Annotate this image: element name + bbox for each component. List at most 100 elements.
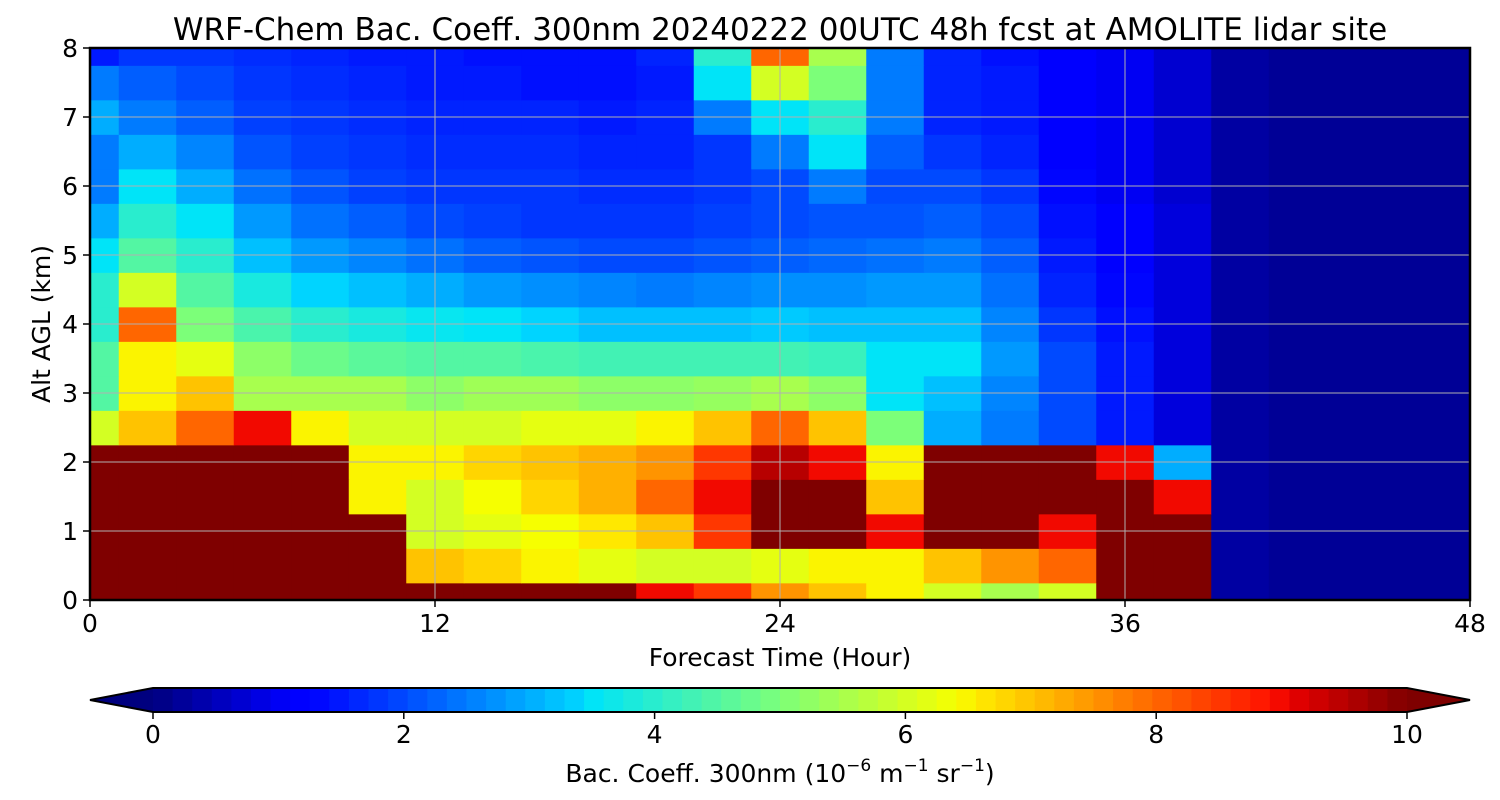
heatmap-cell xyxy=(866,65,925,101)
heatmap-cell xyxy=(233,134,292,170)
heatmap-cell xyxy=(90,203,120,239)
heatmap-cell xyxy=(1211,134,1270,170)
heatmap-cell xyxy=(233,48,292,66)
heatmap-cell xyxy=(1326,479,1385,515)
heatmap-cell xyxy=(176,479,235,515)
colorbar-swatch xyxy=(172,688,193,712)
chart-title: WRF-Chem Bac. Coeff. 300nm 20240222 00UT… xyxy=(173,12,1387,48)
heatmap-cell xyxy=(118,65,177,101)
heatmap-cell xyxy=(578,65,637,101)
colorbar-swatch xyxy=(623,688,644,712)
heatmap-cell xyxy=(1268,203,1327,239)
y-tick-label: 0 xyxy=(62,586,78,615)
heatmap-cell xyxy=(291,341,350,377)
heatmap-cell xyxy=(348,272,407,308)
colorbar-swatch xyxy=(1171,688,1193,712)
heatmap-cell xyxy=(1038,134,1097,170)
colorbar-swatch xyxy=(250,688,272,712)
heatmap-cell xyxy=(693,341,752,377)
heatmap-cell xyxy=(118,134,177,170)
heatmap-cell xyxy=(636,272,695,308)
heatmap-cell xyxy=(693,48,752,66)
x-tick-label: 24 xyxy=(764,609,796,638)
heatmap-cell xyxy=(866,582,925,600)
heatmap-cell xyxy=(233,272,292,308)
heatmap-cell xyxy=(693,548,752,584)
heatmap-cell xyxy=(1038,48,1097,66)
heatmap-cell xyxy=(291,479,350,515)
colorbar-swatch xyxy=(348,688,370,712)
colorbar-swatch xyxy=(877,688,899,712)
colorbar-swatch xyxy=(682,688,703,712)
heatmap-cell xyxy=(291,203,350,239)
heatmap-cell xyxy=(693,479,752,515)
colorbar-swatch xyxy=(1387,688,1408,712)
x-axis-label: Forecast Time (Hour) xyxy=(649,643,912,672)
colorbar-swatch xyxy=(1191,688,1212,712)
heatmap-cell xyxy=(1153,410,1212,446)
heatmap-cell xyxy=(693,203,752,239)
heatmap-cell xyxy=(1038,272,1097,308)
colorbar-swatch xyxy=(1230,688,1251,712)
heatmap-cell xyxy=(118,272,177,308)
heatmap-cell xyxy=(521,48,580,66)
heatmap-cell xyxy=(348,48,407,66)
colorbar-swatch xyxy=(1093,688,1114,712)
colorbar-label-prefix: Bac. Coeff. 300nm (10 xyxy=(565,759,846,788)
colorbar-swatch xyxy=(1348,688,1369,712)
colorbar-swatch xyxy=(525,688,546,712)
heatmap-cell xyxy=(1211,48,1270,66)
heatmap-cell xyxy=(866,479,925,515)
heatmap-cell xyxy=(1268,272,1327,308)
heatmap-cell xyxy=(348,341,407,377)
heatmap-cell xyxy=(233,65,292,101)
colorbar-swatch xyxy=(995,688,1016,712)
x-tick-label: 12 xyxy=(419,609,451,638)
colorbar-swatch xyxy=(584,688,605,712)
heatmap-cell xyxy=(981,272,1040,308)
heatmap-cell xyxy=(578,48,637,66)
heatmap-cell xyxy=(233,548,292,584)
heatmap-cell xyxy=(90,272,120,308)
heatmap-cell xyxy=(463,479,522,515)
heatmap-cell xyxy=(636,134,695,170)
colorbar-swatch xyxy=(1015,688,1036,712)
heatmap-cell xyxy=(90,548,120,584)
colorbar-swatch xyxy=(1113,688,1134,712)
heatmap-cell xyxy=(176,203,235,239)
heatmap-cell xyxy=(1326,272,1385,308)
heatmap-cell xyxy=(521,479,580,515)
heatmap-cell xyxy=(521,272,580,308)
colorbar-swatch xyxy=(642,688,664,712)
colorbar-label-mid2: sr xyxy=(929,759,961,788)
colorbar-swatch xyxy=(211,688,232,712)
x-tick-label: 36 xyxy=(1109,609,1141,638)
colorbar-swatch xyxy=(740,688,762,712)
heatmap-cell xyxy=(118,203,177,239)
heatmap-cell xyxy=(578,548,637,584)
heatmap-cell xyxy=(808,548,867,584)
heatmap-cell xyxy=(1153,65,1212,101)
heatmap-cell xyxy=(1441,48,1470,66)
heatmap-cell xyxy=(348,203,407,239)
heatmap-cell xyxy=(118,479,177,515)
heatmap-cell xyxy=(463,65,522,101)
colorbar-swatch xyxy=(956,688,977,712)
heatmap-cell xyxy=(578,582,637,600)
heatmap-cell xyxy=(521,203,580,239)
colorbar-swatch xyxy=(466,688,487,712)
heatmap-cell xyxy=(291,134,350,170)
heatmap-cell xyxy=(90,134,120,170)
colorbar-swatch xyxy=(1250,688,1271,712)
colorbar-swatch xyxy=(897,688,918,712)
heatmap-cell xyxy=(521,341,580,377)
heatmap-cell xyxy=(1326,582,1385,600)
heatmap-cell xyxy=(291,65,350,101)
heatmap-cell xyxy=(90,341,120,377)
heatmap-cell xyxy=(636,548,695,584)
heatmap-cell xyxy=(808,341,867,377)
colorbar-swatch xyxy=(309,688,330,712)
colorbar-swatch xyxy=(1269,688,1291,712)
heatmap-cell xyxy=(808,203,867,239)
